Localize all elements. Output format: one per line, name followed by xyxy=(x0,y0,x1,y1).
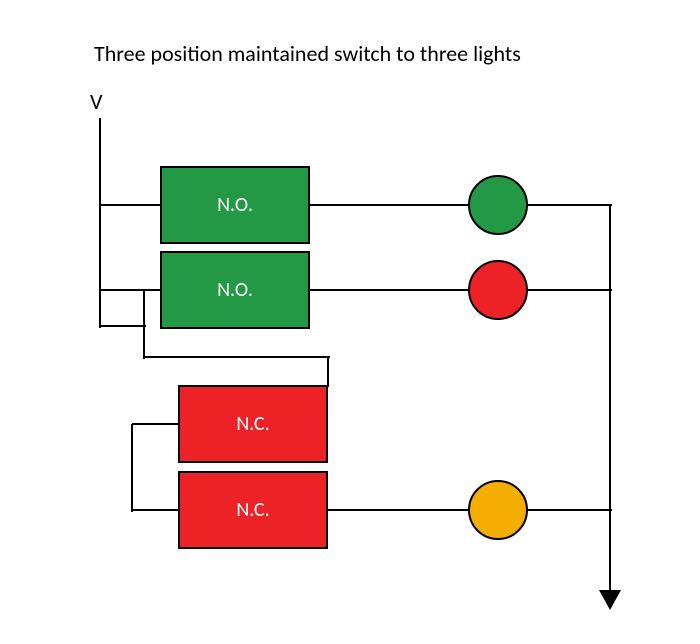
wire-rung4-left xyxy=(132,509,180,511)
switch-box-nc-1: N.C. xyxy=(178,385,328,463)
wire-rung1-left xyxy=(100,204,162,206)
diagram-title: Three position maintained switch to thre… xyxy=(94,40,521,67)
wire-bus-cap xyxy=(100,325,146,327)
light-red xyxy=(468,260,528,320)
wire-rung4-right xyxy=(328,509,470,511)
diagram-canvas: { "title": { "text": "Three position mai… xyxy=(0,0,700,644)
wire-nc1-entry xyxy=(327,357,329,387)
wire-left-bus xyxy=(99,118,101,328)
wire-rung2-right xyxy=(310,289,470,291)
switch-box-no-1: N.O. xyxy=(160,166,310,244)
wire-nc-link xyxy=(131,424,133,512)
wire-nc1-out-left xyxy=(132,423,180,425)
wire-right-bus xyxy=(609,205,611,592)
wire-seg-to-nc1 xyxy=(144,356,330,358)
ground-arrow-icon xyxy=(599,590,621,610)
light-green xyxy=(468,175,528,235)
voltage-label: V xyxy=(90,88,102,115)
switch-box-nc-2: N.C. xyxy=(178,471,328,549)
wire-rung4-far xyxy=(528,509,612,511)
wire-rung1-right xyxy=(310,204,470,206)
wire-rung2-far xyxy=(528,289,612,291)
wire-rung2-left xyxy=(100,289,162,291)
switch-box-no-2: N.O. xyxy=(160,251,310,329)
light-yellow xyxy=(468,480,528,540)
wire-rung1-far xyxy=(528,204,612,206)
